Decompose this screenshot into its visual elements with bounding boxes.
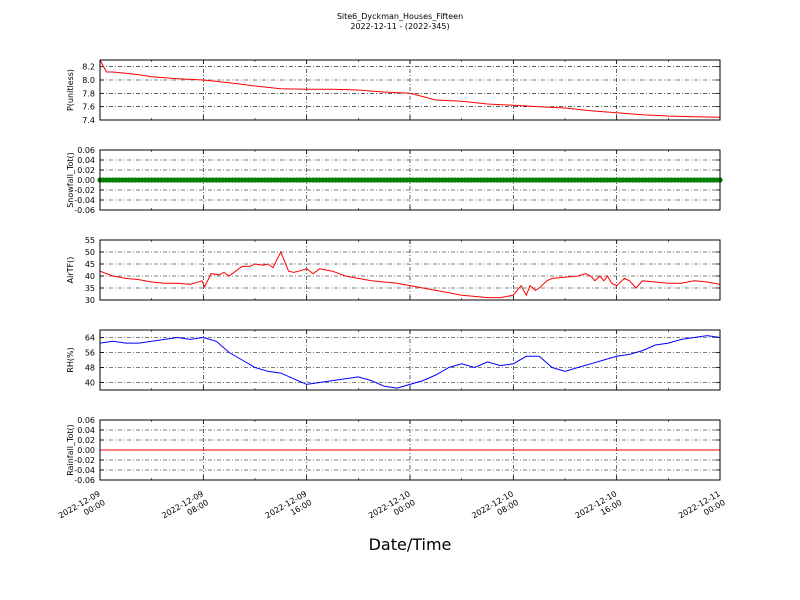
y-tick-label: 7.6 — [82, 103, 95, 112]
series-line — [99, 59, 721, 118]
y-tick-label: 0.02 — [77, 166, 95, 175]
y-tick-label: 35 — [85, 284, 95, 293]
y-tick-label: 48 — [85, 364, 95, 373]
series-line — [99, 335, 721, 389]
y-tick-label: 64 — [85, 334, 95, 343]
y-tick-label: 45 — [85, 260, 95, 269]
y-tick-label: -0.02 — [74, 456, 95, 465]
y-tick-label: 7.4 — [82, 116, 95, 125]
y-tick-label: 30 — [85, 296, 95, 305]
y-tick-label: -0.06 — [74, 476, 95, 485]
y-tick-label: 7.8 — [82, 89, 95, 98]
axes-frame — [99, 239, 721, 301]
axes-frame — [99, 419, 721, 481]
series-markers — [97, 177, 723, 183]
y-tick-label: 8.0 — [82, 76, 95, 85]
subplot-1: 7.4 7.6 7.8 8.0 8.2 P(unitless) — [66, 59, 721, 125]
y-axis-label: Snowfall_Tot() — [66, 152, 75, 208]
y-tick-label: 55 — [85, 236, 95, 245]
axes-frame — [99, 329, 721, 391]
y-tick-label: 50 — [85, 248, 95, 257]
y-axis-label: Rainfall_Tot() — [66, 424, 75, 476]
y-tick-label: 0.06 — [77, 416, 95, 425]
y-tick-label: -0.04 — [74, 466, 95, 475]
y-tick-label: -0.06 — [74, 206, 95, 215]
subplot-5: -0.06-0.04-0.020.000.020.040.06Rainfall_… — [66, 416, 721, 485]
subplot-3: 30 35 40 45 50 55 AirTF() — [66, 236, 721, 305]
chart-title-line1: Site6_Dyckman_Houses_Fifteen — [337, 12, 463, 21]
y-tick-label: 0.00 — [77, 176, 95, 185]
y-tick-label: 0.06 — [77, 146, 95, 155]
subplot-4: 40 48 56 64 RH(%) — [66, 329, 721, 391]
y-tick-label: 40 — [85, 379, 95, 388]
subplot-2: -0.06-0.04-0.020.000.020.040.06Snowfall_… — [66, 146, 723, 215]
y-tick-label: 0.00 — [77, 446, 95, 455]
axes-frame — [99, 149, 721, 211]
y-tick-label: 0.04 — [77, 156, 95, 165]
axes-frame — [99, 59, 721, 121]
y-tick-label: 56 — [85, 349, 95, 358]
chart-title-line2: 2022-12-11 - (2022-345) — [350, 22, 449, 31]
y-axis-label: RH(%) — [66, 347, 75, 372]
y-tick-label: 0.04 — [77, 426, 95, 435]
y-tick-label: 8.2 — [82, 63, 95, 72]
y-tick-label: -0.04 — [74, 196, 95, 205]
subplot-panels: 7.47.67.88.08.2P(unitless)-0.06-0.04-0.0… — [66, 59, 723, 485]
y-tick-label: -0.02 — [74, 186, 95, 195]
x-axis-label: Date/Time — [369, 535, 452, 554]
y-tick-label: 0.02 — [77, 436, 95, 445]
y-axis-label: AirTF() — [66, 257, 75, 284]
series-line — [99, 250, 721, 299]
y-axis-label: P(unitless) — [66, 69, 75, 111]
y-tick-label: 40 — [85, 272, 95, 281]
